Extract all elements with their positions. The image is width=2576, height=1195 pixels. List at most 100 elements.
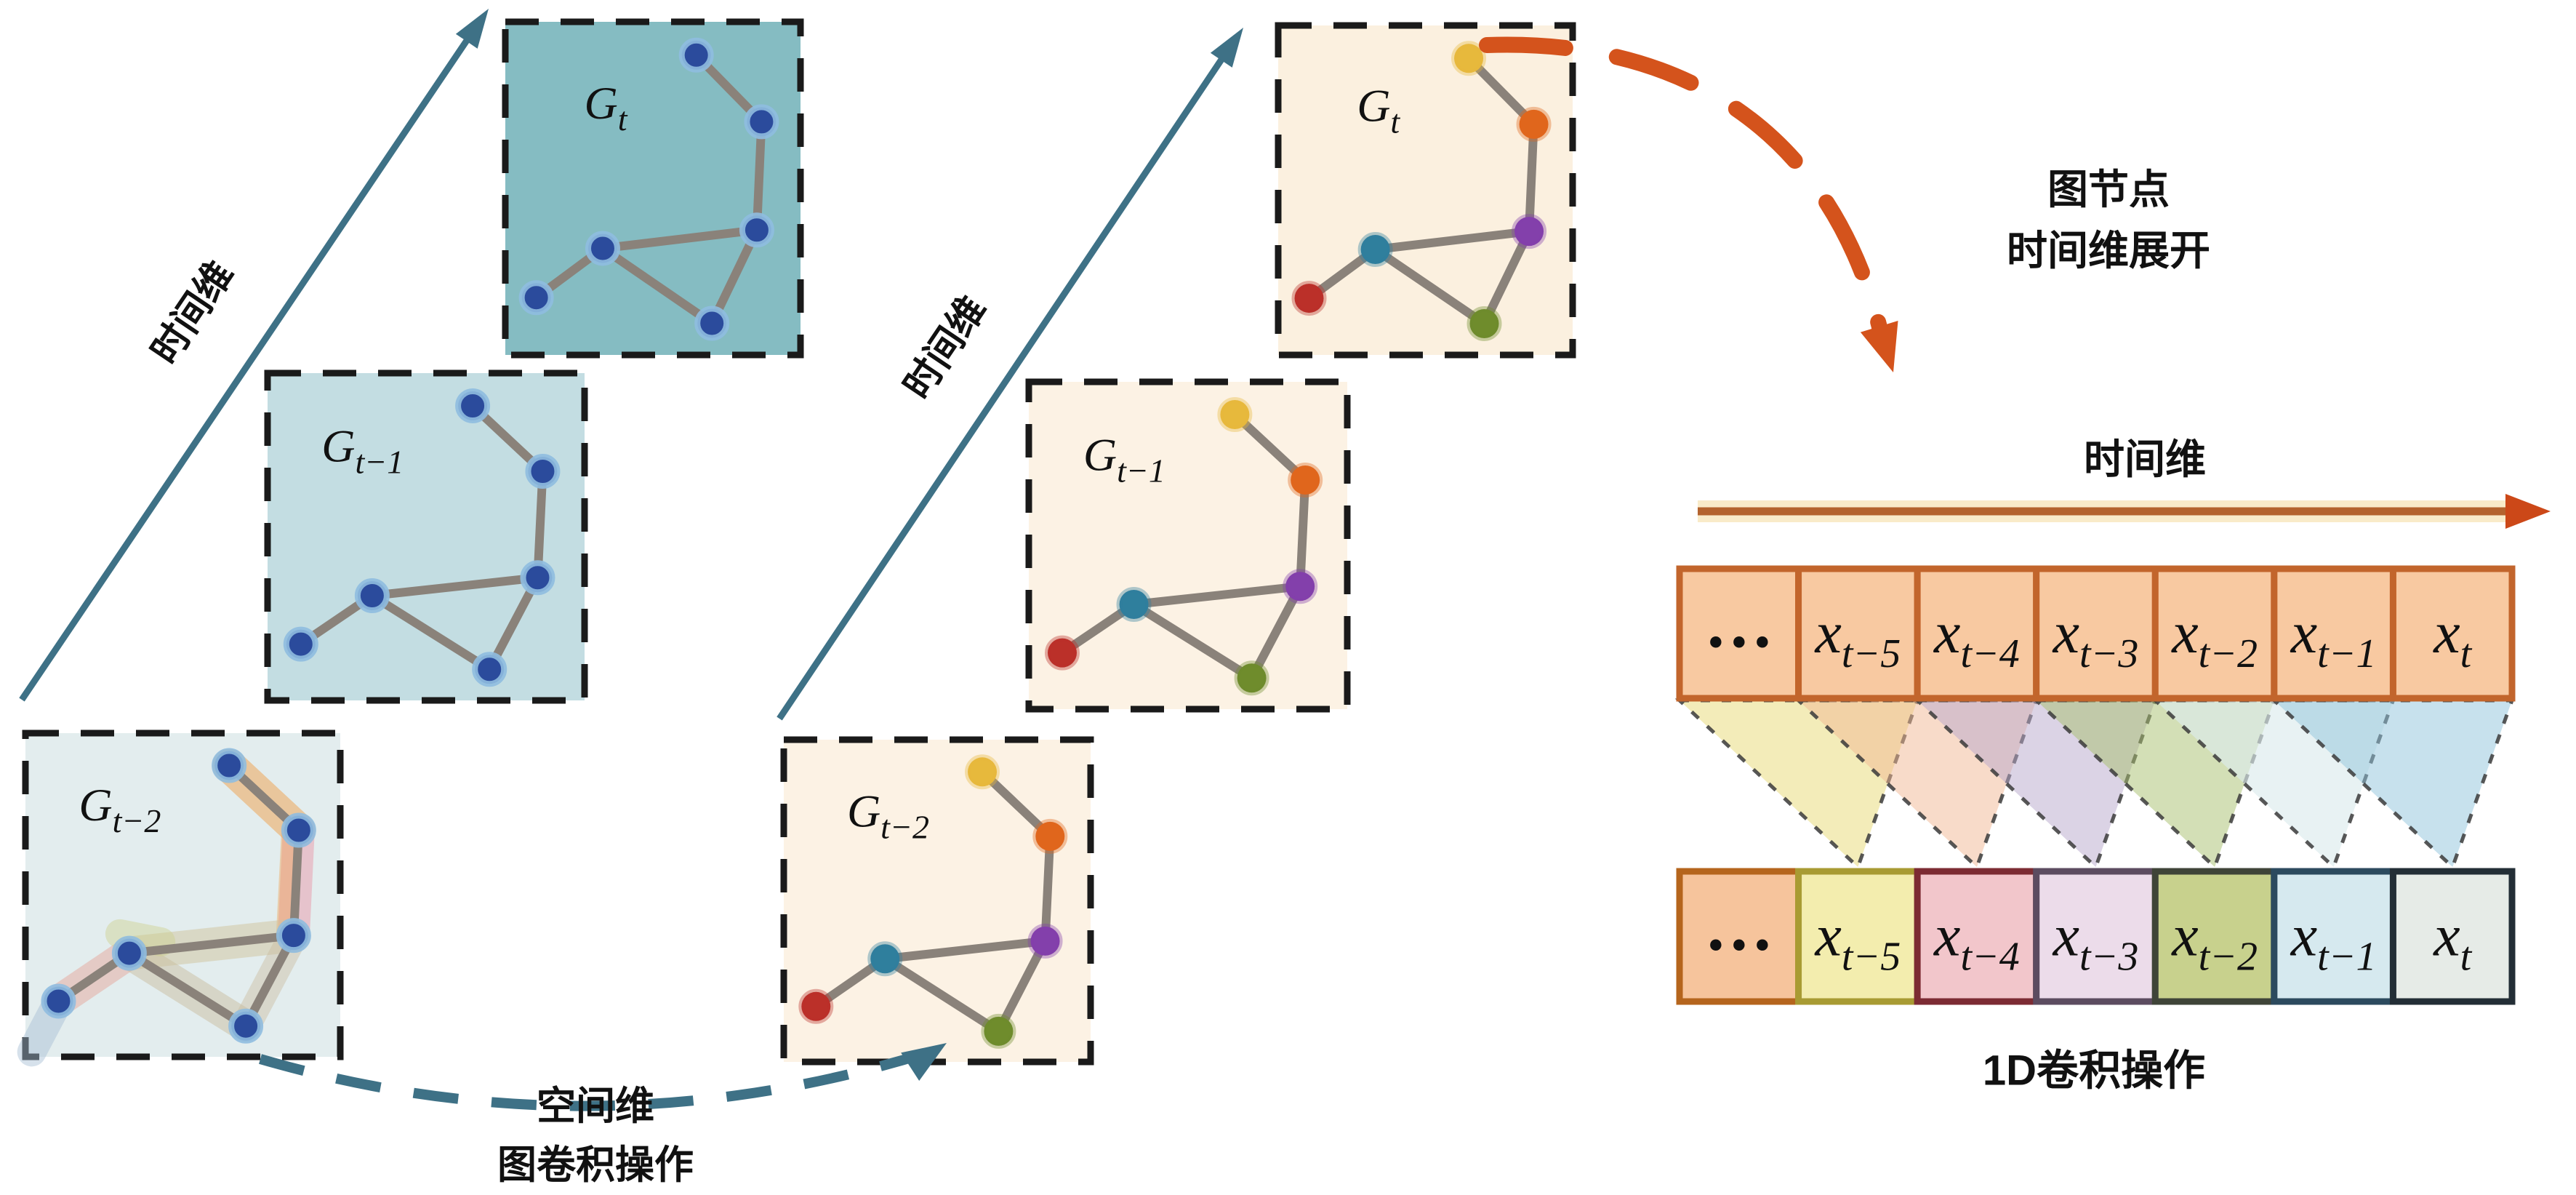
graph-node [276,918,311,954]
graph-edge [880,936,1050,964]
timeline-top-cell [2389,565,2516,702]
graph-node [212,748,247,783]
timeline-top-cell [1676,565,1802,702]
graph-panel-cream-gt2-label: Gt−2 [847,786,929,846]
graph-node [41,983,76,1019]
graph-edge [598,244,717,328]
timeline-bottom-cell-label: xt−3 [2053,903,2139,980]
graph-node [1291,281,1327,316]
graph-edge [1371,245,1489,328]
unfold-curve [1479,36,1890,344]
timeline-bottom-cell [1914,868,2040,1005]
unfold-curve-head [1860,320,1898,372]
graph-node [1044,635,1080,671]
graph-edge [1040,831,1055,946]
skeleton-highlight-band [105,919,176,957]
time-axis-arrow-left-head [455,9,489,49]
timeline-top-cell-label: … [1704,585,1773,662]
timeline-top-cell-label: xt [2433,599,2472,676]
graph-panel-teal-gt-box [502,18,804,359]
time-axis-arrow-middle-line [777,36,1239,721]
conv-funnel [2269,698,2515,871]
timeline-top-cell-label: xt−5 [1814,599,1901,676]
conv1d-label: 1D卷积操作 [1982,1047,2206,1095]
graph-node [354,578,390,613]
graph-edge [880,954,1003,1036]
graph-edge [978,767,1055,841]
graph-panel-cream-gt1-label: Gt−1 [1083,429,1165,489]
timeline-top-cell-label: xt−4 [1933,599,2020,676]
graph-edge [1129,582,1305,609]
graph-node [1116,587,1152,622]
timeline-top-cell [2033,565,2159,702]
spatial-conv-label-line2: 图卷积操作 [497,1143,694,1187]
spatial-conv-label-line1: 空间维 [537,1084,654,1128]
graph-node [228,1008,264,1044]
graph-node [867,941,903,977]
timeline-top-cell [2151,565,2278,702]
graph-panel-teal-gt2-label: Gt−2 [79,779,161,839]
time-axis-arrow-middle-head [1210,28,1243,68]
graph-node [1451,41,1487,76]
graph-edge [752,117,766,235]
graph-node [678,37,714,73]
timeline-bottom-cell [2271,868,2396,1005]
graph-panel-teal-gt-label: Gt [585,77,628,137]
node-unfold-label-line2: 时间维展开 [2007,228,2210,273]
graph-edge [124,931,298,958]
graph-node [739,212,774,248]
skeleton-highlight-band [276,825,297,940]
graph-node [1032,818,1068,854]
graph-node [1466,305,1502,341]
graph-panel-cream-gt-label: Gt [1357,79,1400,140]
spatial-conv-label: 空间维 图卷积操作 [497,1077,694,1195]
graph-node [798,988,834,1024]
timeline-bottom-cell-label: xt−5 [1814,903,1901,980]
spatial-conv-arc-head [901,1043,947,1081]
graph-node [472,652,507,687]
timeline-top-cell-label: xt−3 [2053,599,2139,676]
graph-node [281,812,316,848]
graph-node [111,935,147,971]
graph-edge [289,826,303,940]
timeline-bottom-cell-label: xt−1 [2290,903,2377,980]
graph-edge [367,591,494,674]
graph-edge [598,225,761,253]
graph-node [455,388,491,423]
timeline-bottom-cell [1795,868,1921,1005]
timeline-top-cell [1795,565,1921,702]
graph-node [1288,463,1323,497]
graph-edge [1480,227,1534,328]
timeline-top-cell-label: xt−2 [2171,599,2258,676]
graph-node [1516,106,1552,142]
graph-node [520,560,555,596]
graph-node [744,104,779,140]
graph-node [283,626,318,662]
time-axis-label-right: 时间维 [2084,436,2206,482]
graph-node [1512,214,1547,249]
timeline-bottom-cell [2389,868,2516,1005]
graph-edge [1247,582,1305,683]
time-axis-arrow-left-line [19,17,484,702]
graph-panel-teal-gt1-box [264,369,588,704]
graph-node [694,305,730,341]
graph-panel-cream-gt-box [1275,22,1576,359]
timeline-top-cell-label: xt−1 [2290,599,2377,676]
time-axis-right-head [2505,494,2551,529]
timeline-bottom-cell-label: xt−4 [1933,903,2020,980]
graph-panel-cream-gt2-box [780,736,1094,1066]
graph-node [1234,660,1269,696]
graph-edge [124,948,251,1031]
timeline-bottom-cell-label: xt [2433,903,2472,980]
graph-node [1357,232,1393,268]
graph-edge [1464,54,1538,129]
graph-node [585,231,620,266]
graph-node [981,1013,1016,1049]
graph-node [1283,569,1318,604]
node-unfold-label: 图节点 时间维展开 [2007,159,2210,281]
graph-edge [1371,227,1534,255]
graph-panel-teal-gt1-label: Gt−1 [321,420,404,481]
graph-node [518,280,554,316]
